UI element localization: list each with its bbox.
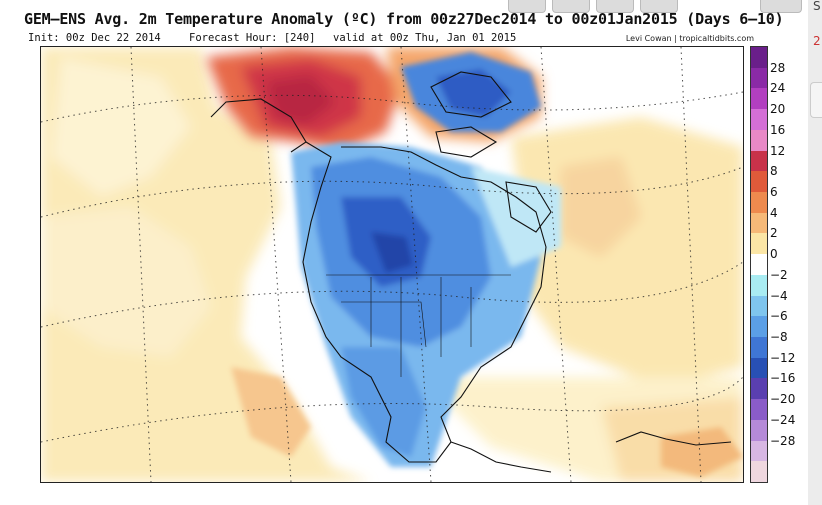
legend-swatch: [751, 337, 767, 359]
anomaly-map: [40, 46, 744, 483]
legend-swatch: [751, 254, 767, 276]
legend-label: −12: [770, 350, 796, 365]
legend-label: −16: [770, 371, 796, 386]
legend-label: −20: [770, 392, 796, 407]
legend-swatch: [751, 88, 767, 110]
legend-label: 28: [770, 60, 786, 75]
legend-swatch: [751, 440, 767, 462]
legend-swatch: [751, 47, 767, 69]
legend-label: 2: [770, 226, 778, 241]
legend-swatch: [751, 399, 767, 421]
play-button[interactable]: [552, 0, 590, 13]
legend-swatch: [751, 295, 767, 317]
credit-text: Levi Cowan | tropicaltidbits.com: [625, 34, 754, 43]
legend-label: −4: [770, 288, 788, 303]
map-title: GEM–ENS Avg. 2m Temperature Anomaly (ºC)…: [24, 10, 784, 28]
legend-label: 24: [770, 81, 786, 96]
legend-label: −24: [770, 412, 796, 427]
side-label-s: S: [813, 0, 821, 13]
side-panel: [808, 0, 822, 505]
legend-swatch: [751, 274, 767, 297]
legend-swatch: [751, 316, 767, 338]
legend-swatch: [751, 212, 767, 234]
legend-swatch: [751, 109, 767, 131]
legend-swatch: [751, 192, 767, 214]
prev-button[interactable]: [508, 0, 546, 13]
legend-label: −2: [770, 267, 788, 282]
side-collapse-button[interactable]: [810, 82, 822, 118]
legend-swatch: [751, 378, 767, 400]
step-button[interactable]: [640, 0, 678, 13]
color-legend: [750, 46, 768, 483]
legend-swatch: [751, 419, 767, 442]
valid-time: valid at 00z Thu, Jan 01 2015: [333, 32, 517, 44]
legend-label: 0: [770, 247, 778, 262]
legend-swatch: [751, 129, 767, 152]
init-time: Init: 00z Dec 22 2014: [28, 32, 161, 44]
legend-swatch: [751, 67, 767, 89]
legend-swatch: [751, 233, 767, 255]
menu-button[interactable]: [760, 0, 802, 13]
legend-label: −8: [770, 330, 788, 344]
legend-label: 4: [770, 205, 778, 220]
legend-label: 6: [770, 185, 778, 199]
legend-swatch: [751, 171, 767, 193]
legend-label: −28: [770, 433, 796, 448]
legend-swatch: [751, 150, 767, 172]
legend-label: 12: [770, 143, 786, 158]
legend-label: −6: [770, 309, 788, 324]
legend-label: 16: [770, 122, 786, 137]
next-button[interactable]: [596, 0, 634, 13]
legend-label: 20: [770, 102, 786, 117]
legend-swatch: [751, 461, 767, 483]
side-label-2: 2: [813, 34, 821, 48]
legend-swatch: [751, 357, 767, 379]
legend-label: 8: [770, 164, 778, 179]
forecast-hour: Forecast Hour: [240]: [189, 32, 316, 44]
